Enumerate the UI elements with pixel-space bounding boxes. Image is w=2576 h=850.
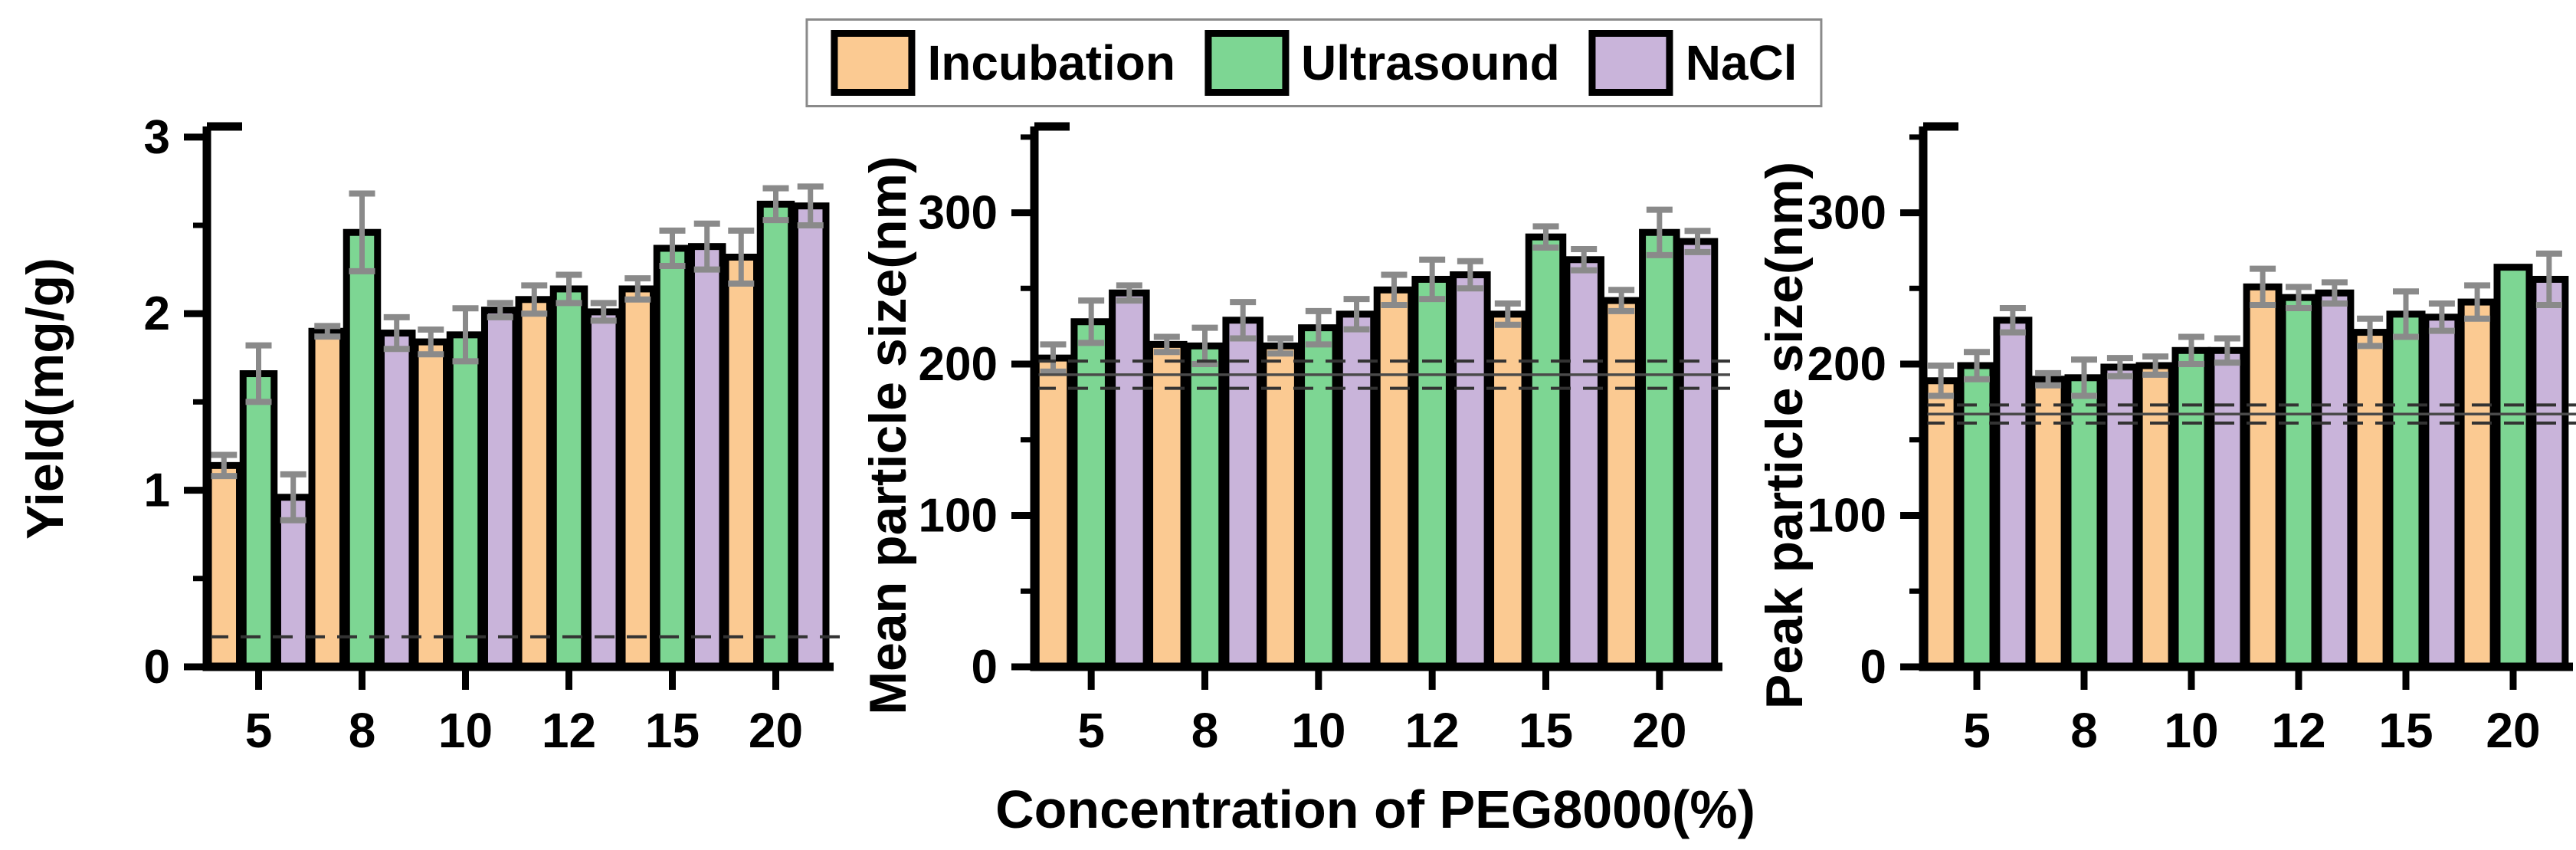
y-tick-label: 2	[144, 287, 170, 340]
bar	[653, 244, 692, 671]
bar	[618, 285, 657, 671]
x-category-label: 10	[438, 703, 493, 758]
bar	[2457, 298, 2497, 671]
x-category-label: 8	[1191, 703, 1219, 758]
y-tick-label: 0	[1860, 641, 1886, 694]
bar	[1222, 317, 1263, 671]
y-tick-label: 100	[1807, 490, 1886, 543]
y-tick-label: 0	[972, 641, 998, 694]
bar	[342, 228, 382, 671]
y-tick-label: 100	[919, 490, 998, 543]
y-tick-label: 3	[144, 111, 170, 164]
nacl-swatch	[1588, 30, 1673, 96]
bar	[1993, 317, 2033, 671]
x-category-label: 20	[1632, 703, 1686, 758]
bar	[239, 370, 278, 671]
x-category-label: 12	[2271, 703, 2325, 758]
x-axis-title: Concentration of PEG8000(%)	[995, 779, 1755, 839]
legend-item-incubation: Incubation	[831, 30, 1175, 96]
bar	[2386, 310, 2426, 671]
x-category-label: 10	[1291, 703, 1345, 758]
bar	[1336, 310, 1378, 671]
x-category-label: 5	[1077, 703, 1105, 758]
x-category-label: 12	[1405, 703, 1460, 758]
bar	[1487, 310, 1529, 671]
bar	[687, 243, 726, 671]
x-category-label: 15	[1519, 703, 1573, 758]
bar	[2315, 289, 2355, 671]
incubation-swatch	[831, 30, 916, 96]
y-tick-label: 200	[1807, 338, 1886, 391]
y-tick-label: 300	[1807, 187, 1886, 240]
bar	[1032, 354, 1074, 671]
y-axis-title: Mean particle size(nm)	[859, 156, 917, 714]
legend-box: Incubation Ultrasound NaCl	[805, 18, 1823, 107]
bar	[2493, 264, 2533, 671]
x-category-label: 8	[349, 703, 376, 758]
y-tick-label: 0	[144, 641, 170, 694]
bar	[377, 330, 416, 671]
bar	[1563, 256, 1604, 671]
legend-label: NaCl	[1685, 35, 1798, 90]
bar	[480, 307, 519, 671]
bar	[1957, 362, 1997, 671]
y-tick-label: 200	[919, 338, 998, 391]
bar	[2100, 363, 2140, 671]
bar	[1260, 342, 1301, 671]
bar	[515, 296, 554, 671]
x-category-label: 10	[2164, 703, 2218, 758]
bar	[2064, 374, 2104, 671]
legend-label: Ultrasound	[1300, 35, 1560, 90]
x-category-label: 20	[749, 703, 803, 758]
y-tick-label: 300	[919, 187, 998, 240]
bar	[1411, 275, 1453, 671]
bar	[1601, 297, 1642, 671]
x-category-label: 12	[542, 703, 596, 758]
x-category-label: 15	[645, 703, 700, 758]
bar	[584, 308, 623, 671]
bar	[2207, 346, 2247, 671]
y-axis-title: Yield(mg/g)	[16, 258, 74, 540]
bar	[2171, 346, 2211, 671]
bar	[1109, 289, 1150, 671]
bar	[1146, 340, 1188, 671]
legend-item-ultrasound: Ultrasound	[1204, 30, 1560, 96]
bar	[2135, 362, 2175, 671]
x-category-label: 8	[2070, 703, 2098, 758]
bar	[791, 202, 830, 671]
legend-item-nacl: NaCl	[1588, 30, 1798, 96]
bar	[308, 327, 347, 671]
bar	[446, 331, 485, 671]
bar	[1676, 238, 1719, 671]
bar	[411, 338, 451, 671]
x-category-label: 20	[2486, 703, 2540, 758]
y-axis-title: Peak particle size(nm)	[1755, 162, 1814, 709]
bar	[1525, 233, 1567, 671]
bar	[2422, 313, 2462, 671]
bar	[549, 285, 588, 671]
bar	[2529, 275, 2569, 671]
bar	[722, 253, 761, 671]
bar	[1373, 286, 1415, 671]
bar	[2350, 329, 2390, 671]
ultrasound-swatch	[1204, 30, 1289, 96]
legend-label: Incubation	[927, 35, 1175, 90]
bar	[1639, 228, 1680, 671]
x-category-label: 15	[2378, 703, 2433, 758]
bar	[1298, 324, 1339, 671]
y-tick-label: 1	[144, 464, 170, 517]
bar	[1184, 342, 1226, 671]
bar	[2279, 294, 2319, 671]
x-category-label: 5	[1963, 703, 1991, 758]
bar	[756, 200, 795, 671]
x-category-label: 5	[245, 703, 273, 758]
bar	[2243, 283, 2283, 671]
bar	[1450, 271, 1491, 671]
